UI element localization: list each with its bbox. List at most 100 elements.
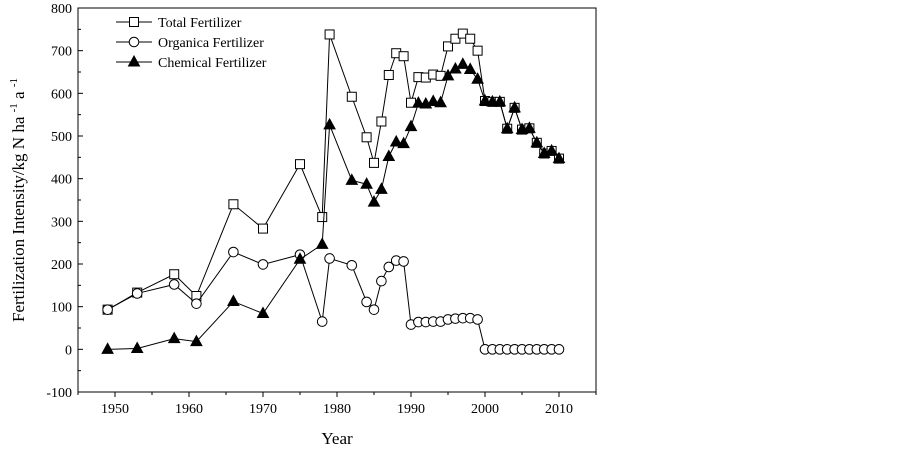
y-tick-label: 300 [51, 215, 72, 230]
y-tick-label: -100 [46, 386, 72, 401]
triangle-marker [478, 93, 492, 106]
triangle-marker [227, 294, 240, 307]
triangle-marker [500, 121, 514, 134]
circle-marker [346, 259, 358, 271]
series-2 [101, 57, 566, 354]
circle-marker [131, 288, 143, 299]
circle-marker [361, 296, 372, 308]
triangle-marker [493, 94, 507, 107]
circle-marker [398, 256, 409, 267]
y-axis-title-sup1: -1 [8, 103, 20, 112]
triangle-marker [434, 95, 447, 108]
legend-label: Chemical Fertilizer [158, 56, 267, 71]
circle-marker [368, 304, 380, 315]
legend-circle-marker [128, 36, 140, 48]
legend-square-marker [129, 17, 139, 27]
triangle-marker [256, 306, 270, 318]
x-tick-label: 1960 [175, 402, 203, 417]
triangle-marker [382, 149, 396, 161]
triangle-marker [463, 62, 477, 74]
square-marker [169, 269, 180, 280]
series-layer [101, 28, 566, 355]
circle-marker [168, 279, 180, 290]
triangle-marker [293, 252, 307, 264]
legend: Total Fertilizer Organica Fertilizer Chemi… [116, 16, 267, 71]
x-tick-label: 1980 [323, 402, 351, 417]
triangle-marker [471, 72, 484, 84]
triangle-marker [508, 100, 521, 113]
square-marker [228, 199, 239, 210]
circle-marker [472, 314, 483, 325]
y-axis-title-main: Fertilization Intensity/kg N ha [9, 116, 28, 322]
y-tick-label: 0 [65, 343, 72, 358]
triangle-marker [375, 182, 388, 194]
triangle-marker [190, 334, 203, 347]
y-axis-title-mid: a [9, 91, 28, 99]
triangle-marker [167, 331, 181, 344]
series-1 [102, 246, 565, 355]
square-marker [443, 41, 453, 52]
circle-marker [324, 253, 335, 264]
triangle-marker [360, 177, 373, 189]
triangle-marker [552, 151, 566, 164]
axes-layer: -100 0 100 200 300 400 500 600 700 800 1950 1960 197… [46, 2, 597, 417]
y-axis-title-sup2: -1 [8, 78, 20, 87]
triangle-marker [441, 68, 455, 81]
series-0 [102, 28, 564, 315]
square-marker [398, 51, 409, 62]
triangle-marker [397, 136, 410, 149]
plot-frame [77, 7, 597, 393]
x-tick-label: 2000 [471, 402, 499, 417]
x-axis-title: Year [321, 429, 353, 448]
y-tick-label: 700 [51, 45, 72, 60]
y-tick-label: 200 [51, 258, 72, 273]
triangle-marker [523, 121, 536, 133]
triangle-marker [389, 134, 403, 147]
x-tick-label: 2010 [545, 402, 573, 417]
legend-item: Total Fertilizer [116, 16, 242, 31]
triangle-marker [101, 342, 114, 354]
triangle-marker [367, 195, 381, 207]
x-tick-label: 1970 [249, 402, 277, 417]
y-tick-label: 100 [51, 301, 72, 316]
circle-marker [191, 298, 202, 309]
triangle-marker [545, 143, 558, 156]
circle-marker [383, 261, 395, 273]
series-line [107, 32, 560, 311]
triangle-marker [323, 117, 336, 130]
x-tick-label: 1990 [397, 402, 425, 417]
square-marker [450, 33, 461, 44]
legend-item: Organica Fertilizer [116, 36, 264, 51]
y-tick-label: 500 [51, 130, 72, 145]
legend-label: Organica Fertilizer [158, 36, 264, 51]
legend-triangle-marker [127, 54, 141, 67]
triangle-marker [456, 57, 470, 69]
y-tick-label: 400 [51, 173, 72, 188]
circle-marker [102, 304, 113, 315]
square-marker [346, 91, 357, 102]
circle-marker [553, 344, 565, 355]
legend-label: Total Fertilizer [158, 16, 242, 31]
y-axis-title: Fertilization Intensity/kg N ha -1 a -1 [2, 78, 28, 322]
square-marker [376, 116, 387, 127]
square-marker [369, 157, 379, 168]
triangle-marker [530, 135, 544, 148]
circle-marker [376, 275, 387, 287]
square-marker [457, 28, 468, 39]
circle-marker [316, 316, 328, 327]
circle-marker [228, 246, 239, 258]
triangle-marker [412, 96, 425, 108]
triangle-marker [315, 237, 329, 249]
square-marker [317, 212, 328, 223]
circle-marker [257, 259, 269, 270]
square-marker [258, 223, 268, 234]
series-line [107, 63, 560, 350]
triangle-marker [426, 94, 440, 106]
y-tick-label: 800 [51, 2, 72, 17]
triangle-marker [404, 119, 418, 132]
square-marker [383, 69, 394, 80]
legend-item: Chemical Fertilizer [116, 54, 267, 71]
square-marker [361, 132, 372, 143]
square-marker [465, 33, 476, 44]
